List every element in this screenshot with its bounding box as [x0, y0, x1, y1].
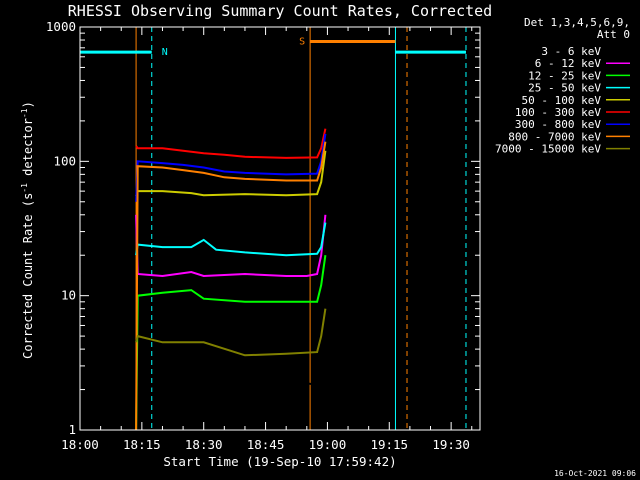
x-tick-label: 18:15	[123, 437, 161, 452]
x-tick-label: 18:30	[185, 437, 223, 452]
legend-header: Det 1,3,4,5,6,9,	[524, 16, 630, 29]
footer-timestamp: 16-Oct-2021 09:06	[554, 469, 636, 478]
y-tick-label: 100	[53, 153, 76, 168]
legend-label: 300 - 800 keV	[515, 118, 601, 131]
y-label-part: detector	[21, 118, 35, 183]
series-line	[135, 150, 327, 197]
axis-ticks: 18:00 18:15 18:30 18:45 19:00 19:15 19:30 1 10 10…	[46, 19, 480, 452]
legend-header: Att 0	[597, 28, 630, 41]
x-tick-label: 18:45	[247, 437, 285, 452]
legend-label: 3 - 6 keV	[541, 45, 601, 58]
y-label-exponent: -1	[20, 108, 29, 118]
y-tick-label: 1000	[46, 19, 76, 34]
legend-label: 800 - 7000 keV	[508, 130, 601, 143]
plot-area: NS 18:00 18:15 18:30 18:45 19:00 19:15 19:3011…	[46, 19, 481, 452]
x-tick-label: 18:00	[61, 437, 99, 452]
band-label: N	[162, 47, 168, 58]
series-line	[135, 214, 327, 278]
legend-label: 6 - 12 keV	[535, 57, 602, 70]
attenuator-bands: NS	[80, 36, 466, 58]
x-axis-label: Start Time (19-Sep-10 17:59:42)	[163, 454, 396, 469]
chart-title: RHESSI Observing Summary Count Rates, Co…	[68, 2, 492, 20]
x-tick-label: 19:00	[309, 437, 347, 452]
legend-label: 12 - 25 keV	[528, 69, 601, 82]
legend-label: 7000 - 15000 keV	[495, 143, 601, 156]
y-label-part: )	[21, 101, 35, 108]
series-line	[135, 255, 327, 431]
y-axis-label: Corrected Count Rate (s-1 detector-1)	[20, 101, 35, 359]
series-line	[135, 133, 327, 202]
series-line	[135, 308, 327, 357]
legend-label: 50 - 100 keV	[522, 94, 602, 107]
x-tick-label: 19:15	[370, 437, 408, 452]
legend-label: 25 - 50 keV	[528, 82, 601, 95]
y-label-exponent: -1	[20, 183, 29, 193]
series-line	[135, 141, 327, 431]
series-line	[135, 128, 327, 159]
y-label-part: Corrected Count Rate (s	[21, 193, 35, 359]
band-label: S	[299, 36, 305, 47]
plot-frame	[79, 26, 481, 431]
series-line	[135, 222, 327, 257]
series-lines	[135, 128, 329, 431]
x-tick-label: 19:30	[432, 437, 470, 452]
y-tick-label: 10	[61, 288, 76, 303]
legend-label: 100 - 300 keV	[515, 106, 601, 119]
y-tick-label: 1	[68, 422, 76, 437]
